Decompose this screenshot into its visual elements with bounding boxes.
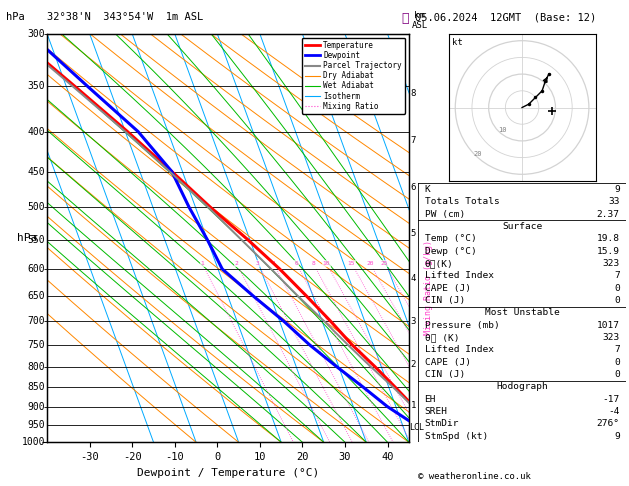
- Text: ℳ: ℳ: [401, 12, 409, 25]
- Text: km
ASL: km ASL: [411, 11, 428, 30]
- Text: kt: kt: [452, 38, 462, 48]
- Text: 4: 4: [411, 274, 416, 283]
- Text: PW (cm): PW (cm): [425, 210, 465, 219]
- Text: 350: 350: [28, 81, 45, 91]
- Text: LCL: LCL: [409, 423, 425, 432]
- Text: Temp (°C): Temp (°C): [425, 234, 476, 243]
- Text: hPa: hPa: [6, 12, 25, 22]
- Text: 3: 3: [256, 261, 260, 266]
- Text: © weatheronline.co.uk: © weatheronline.co.uk: [418, 472, 531, 481]
- Text: 1: 1: [200, 261, 204, 266]
- Text: 9: 9: [614, 185, 620, 194]
- Text: 9: 9: [614, 432, 620, 441]
- Text: Surface: Surface: [502, 222, 542, 231]
- Text: Dewp (°C): Dewp (°C): [425, 247, 476, 256]
- Text: 750: 750: [28, 340, 45, 350]
- Text: 25: 25: [381, 261, 388, 266]
- Text: 6: 6: [294, 261, 298, 266]
- Text: Totals Totals: Totals Totals: [425, 197, 499, 207]
- Text: 450: 450: [28, 167, 45, 176]
- Text: 500: 500: [28, 202, 45, 212]
- Text: 950: 950: [28, 420, 45, 430]
- Text: Lifted Index: Lifted Index: [425, 346, 494, 354]
- Text: StmSpd (kt): StmSpd (kt): [425, 432, 487, 441]
- Text: 0: 0: [614, 284, 620, 293]
- Text: 3: 3: [411, 317, 416, 326]
- Text: 6: 6: [411, 183, 416, 192]
- Text: 20: 20: [474, 151, 482, 156]
- Text: 600: 600: [28, 264, 45, 274]
- Text: 19.8: 19.8: [597, 234, 620, 243]
- Text: θᴄ(K): θᴄ(K): [425, 259, 454, 268]
- Text: 0: 0: [614, 358, 620, 366]
- Text: EH: EH: [425, 395, 436, 403]
- Text: Lifted Index: Lifted Index: [425, 271, 494, 280]
- Text: CAPE (J): CAPE (J): [425, 358, 470, 366]
- Text: 20: 20: [366, 261, 374, 266]
- Text: 15: 15: [348, 261, 355, 266]
- Text: 2.37: 2.37: [597, 210, 620, 219]
- Text: 650: 650: [28, 291, 45, 301]
- Text: Hodograph: Hodograph: [496, 382, 548, 391]
- Text: Mixing Ratio (g/kg): Mixing Ratio (g/kg): [424, 240, 433, 335]
- Text: StmDir: StmDir: [425, 419, 459, 428]
- Text: 0: 0: [614, 370, 620, 379]
- Text: 1017: 1017: [597, 321, 620, 330]
- Text: 700: 700: [28, 316, 45, 326]
- Text: Pressure (mb): Pressure (mb): [425, 321, 499, 330]
- Text: 900: 900: [28, 401, 45, 412]
- Text: 7: 7: [614, 346, 620, 354]
- Text: CAPE (J): CAPE (J): [425, 284, 470, 293]
- Text: -4: -4: [608, 407, 620, 416]
- Text: 05.06.2024  12GMT  (Base: 12): 05.06.2024 12GMT (Base: 12): [415, 12, 596, 22]
- X-axis label: Dewpoint / Temperature (°C): Dewpoint / Temperature (°C): [137, 468, 319, 478]
- Text: 2: 2: [235, 261, 238, 266]
- Text: Most Unstable: Most Unstable: [485, 308, 559, 317]
- Text: 8: 8: [311, 261, 315, 266]
- Text: 2: 2: [411, 360, 416, 369]
- Legend: Temperature, Dewpoint, Parcel Trajectory, Dry Adiabat, Wet Adiabat, Isotherm, Mi: Temperature, Dewpoint, Parcel Trajectory…: [302, 38, 405, 114]
- Text: -17: -17: [603, 395, 620, 403]
- Text: SREH: SREH: [425, 407, 447, 416]
- Text: 850: 850: [28, 382, 45, 392]
- Text: 400: 400: [28, 126, 45, 137]
- Text: 323: 323: [603, 259, 620, 268]
- Text: 1: 1: [411, 401, 416, 410]
- Text: 8: 8: [411, 88, 416, 98]
- Text: CIN (J): CIN (J): [425, 296, 465, 305]
- Text: K: K: [425, 185, 430, 194]
- Text: CIN (J): CIN (J): [425, 370, 465, 379]
- Text: 0: 0: [614, 296, 620, 305]
- Text: 15.9: 15.9: [597, 247, 620, 256]
- Text: 33: 33: [608, 197, 620, 207]
- Text: 4: 4: [272, 261, 276, 266]
- Text: 7: 7: [411, 136, 416, 145]
- Text: 300: 300: [28, 29, 45, 39]
- Text: hPa: hPa: [17, 233, 37, 243]
- Text: 32°38'N  343°54'W  1m ASL: 32°38'N 343°54'W 1m ASL: [47, 12, 203, 22]
- Text: 276°: 276°: [597, 419, 620, 428]
- Text: 1000: 1000: [22, 437, 45, 447]
- Text: 5: 5: [411, 229, 416, 239]
- Text: 10: 10: [498, 126, 506, 133]
- Text: 800: 800: [28, 362, 45, 372]
- Text: θᴄ (K): θᴄ (K): [425, 333, 459, 342]
- Text: 323: 323: [603, 333, 620, 342]
- Text: 10: 10: [323, 261, 330, 266]
- Text: 550: 550: [28, 235, 45, 244]
- Text: 7: 7: [614, 271, 620, 280]
